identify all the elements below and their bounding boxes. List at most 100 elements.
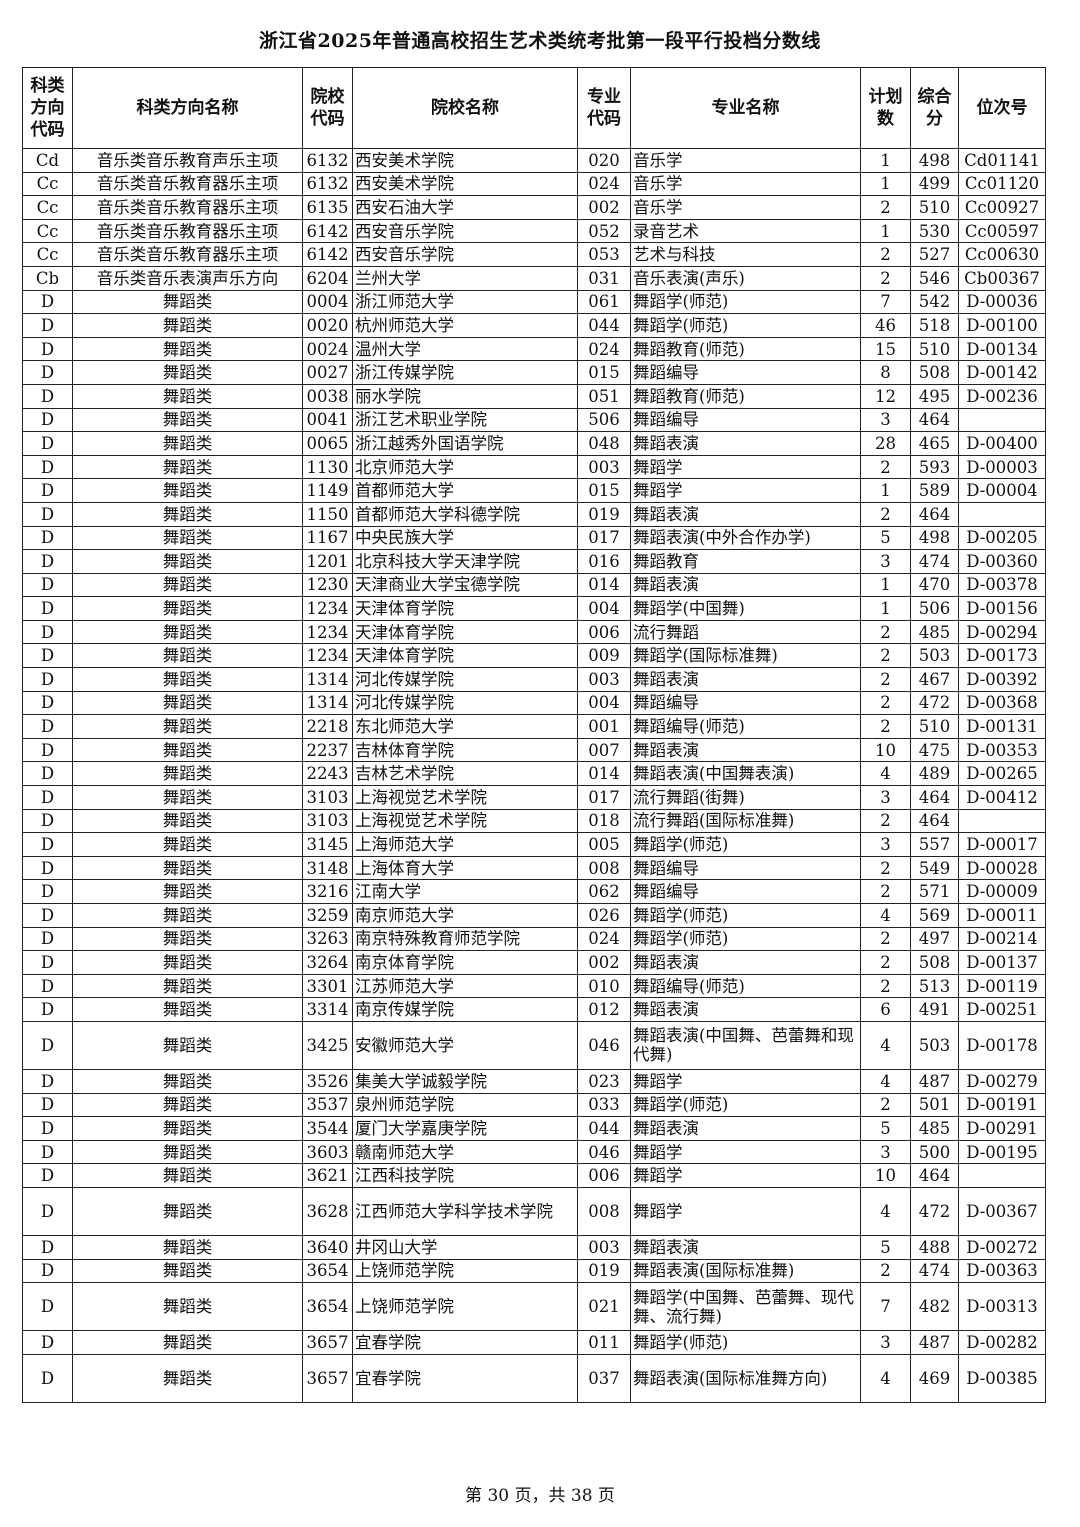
cell-score: 510 (910, 195, 959, 220)
cell-category-code: D (22, 1186, 73, 1236)
cell-rank: D-00279 (958, 1068, 1046, 1094)
table-row: D 舞蹈类 3148 上海体育大学 008 舞蹈编导 2 549 D-00028 (22, 855, 1046, 881)
table-row: D 舞蹈类 3657 宜春学院 011 舞蹈学(师范) 3 487 D-00282 (22, 1330, 1046, 1355)
cell-school-name: 温州大学 (352, 336, 578, 362)
page-title: 浙江省2025年普通高校招生艺术类统考批第一段平行投档分数线 (259, 30, 821, 52)
table-row: D 舞蹈类 1230 天津商业大学宝德学院 014 舞蹈表演 1 470 D-00378 (22, 572, 1046, 598)
cell-plan-count: 2 (860, 265, 911, 291)
cell-rank: D-00360 (958, 549, 1046, 574)
cell-category-name: 舞蹈类 (72, 761, 303, 787)
cell-category-name: 舞蹈类 (72, 879, 303, 904)
cell-major-name: 舞蹈编导(师范) (630, 973, 861, 999)
cell-rank: D-00282 (958, 1330, 1046, 1355)
cell-plan-count: 2 (860, 808, 911, 834)
cell-major-name: 舞蹈编导 (630, 360, 861, 385)
cell-major-code: 015 (577, 360, 631, 385)
cell-score: 464 (910, 1163, 959, 1188)
cell-score: 464 (910, 501, 959, 527)
cell-category-name: 舞蹈类 (72, 1353, 303, 1403)
cell-category-code: D (22, 478, 73, 503)
cell-school-code: 3216 (302, 879, 353, 904)
cell-plan-count: 2 (860, 242, 911, 267)
cell-score: 485 (910, 1116, 959, 1141)
cell-major-code: 061 (577, 289, 631, 315)
cell-plan-count: 1 (860, 148, 911, 173)
cell-school-name: 首都师范大学科德学院 (352, 501, 578, 527)
cell-category-name: 舞蹈类 (72, 832, 303, 857)
cell-school-code: 3657 (302, 1353, 353, 1403)
cell-category-code: D (22, 808, 73, 834)
cell-rank: Cc00597 (958, 218, 1046, 244)
cell-plan-count: 7 (860, 1282, 911, 1332)
header-major-code: 专业代码 (577, 67, 631, 149)
cell-rank: D-00400 (958, 431, 1046, 456)
cell-category-code: D (22, 855, 73, 881)
cell-school-name: 集美大学诚毅学院 (352, 1068, 578, 1094)
table-row: Cd 音乐类音乐教育声乐主项 6132 西安美术学院 020 音乐学 1 498 Cd01141 (22, 148, 1046, 173)
cell-school-name: 井冈山大学 (352, 1234, 578, 1260)
cell-rank: D-00385 (958, 1353, 1046, 1403)
cell-rank: D-00191 (958, 1092, 1046, 1118)
cell-school-code: 3145 (302, 832, 353, 857)
cell-school-name: 吉林体育学院 (352, 737, 578, 763)
cell-score: 498 (910, 148, 959, 173)
cell-score: 569 (910, 903, 959, 928)
cell-category-name: 舞蹈类 (72, 1092, 303, 1118)
table-row: D 舞蹈类 0041 浙江艺术职业学院 506 舞蹈编导 3 464 (22, 407, 1046, 433)
table-row: Cc 音乐类音乐教育器乐主项 6132 西安美术学院 024 音乐学 1 499 Cc01120 (22, 171, 1046, 197)
cell-plan-count: 3 (860, 832, 911, 857)
cell-rank: D-00134 (958, 336, 1046, 362)
cell-score: 527 (910, 242, 959, 267)
cell-school-name: 南京师范大学 (352, 903, 578, 928)
cell-rank: D-00265 (958, 761, 1046, 787)
cell-category-code: D (22, 950, 73, 975)
cell-major-name: 舞蹈表演 (630, 1234, 861, 1260)
cell-school-code: 3654 (302, 1258, 353, 1284)
table-row: D 舞蹈类 3544 厦门大学嘉庚学院 044 舞蹈表演 5 485 D-00291 (22, 1116, 1046, 1141)
cell-score: 464 (910, 785, 959, 810)
cell-category-code: Cc (22, 171, 73, 197)
cell-major-name: 舞蹈学 (630, 1163, 861, 1188)
cell-score: 482 (910, 1282, 959, 1332)
cell-school-code: 2243 (302, 761, 353, 787)
cell-school-name: 浙江越秀外国语学院 (352, 431, 578, 456)
cell-category-name: 舞蹈类 (72, 549, 303, 574)
cell-major-name: 舞蹈表演 (630, 997, 861, 1022)
cell-school-code: 3148 (302, 855, 353, 881)
cell-school-code: 3301 (302, 973, 353, 999)
cell-rank: D-00017 (958, 832, 1046, 857)
cell-plan-count: 5 (860, 525, 911, 551)
cell-school-name: 西安美术学院 (352, 171, 578, 197)
cell-major-code: 051 (577, 383, 631, 409)
cell-major-name: 舞蹈表演 (630, 1116, 861, 1141)
cell-school-code: 6135 (302, 195, 353, 220)
cell-school-code: 0038 (302, 383, 353, 409)
cell-category-name: 舞蹈类 (72, 431, 303, 456)
table-row: D 舞蹈类 3259 南京师范大学 026 舞蹈学(师范) 4 569 D-00011 (22, 903, 1046, 928)
cell-school-code: 3526 (302, 1068, 353, 1094)
cell-rank: D-00173 (958, 643, 1046, 669)
cell-major-code: 016 (577, 549, 631, 574)
cell-school-code: 1130 (302, 454, 353, 480)
cell-major-code: 003 (577, 667, 631, 692)
table-row: D 舞蹈类 2243 吉林艺术学院 014 舞蹈表演(中国舞表演) 4 489 D-00265 (22, 761, 1046, 787)
cell-major-code: 046 (577, 1139, 631, 1165)
cell-score: 513 (910, 973, 959, 999)
table-row: D 舞蹈类 3654 上饶师范学院 021 舞蹈学(中国舞、芭蕾舞、现代舞、流行舞) 7 48… (22, 1282, 1046, 1332)
cell-plan-count: 3 (860, 407, 911, 433)
cell-major-code: 006 (577, 619, 631, 645)
table-row: D 舞蹈类 3301 江苏师范大学 010 舞蹈编导(师范) 2 513 D-00119 (22, 973, 1046, 999)
cell-category-name: 舞蹈类 (72, 383, 303, 409)
cell-category-code: D (22, 1092, 73, 1118)
cell-category-name: 舞蹈类 (72, 501, 303, 527)
header-school-code: 院校代码 (302, 67, 353, 149)
cell-plan-count: 8 (860, 360, 911, 385)
cell-category-code: D (22, 761, 73, 787)
cell-plan-count: 2 (860, 855, 911, 881)
cell-school-code: 0020 (302, 313, 353, 338)
cell-plan-count: 2 (860, 1092, 911, 1118)
cell-score: 571 (910, 879, 959, 904)
cell-major-name: 舞蹈学(师范) (630, 832, 861, 857)
cell-school-code: 6204 (302, 265, 353, 291)
cell-school-code: 1201 (302, 549, 353, 574)
